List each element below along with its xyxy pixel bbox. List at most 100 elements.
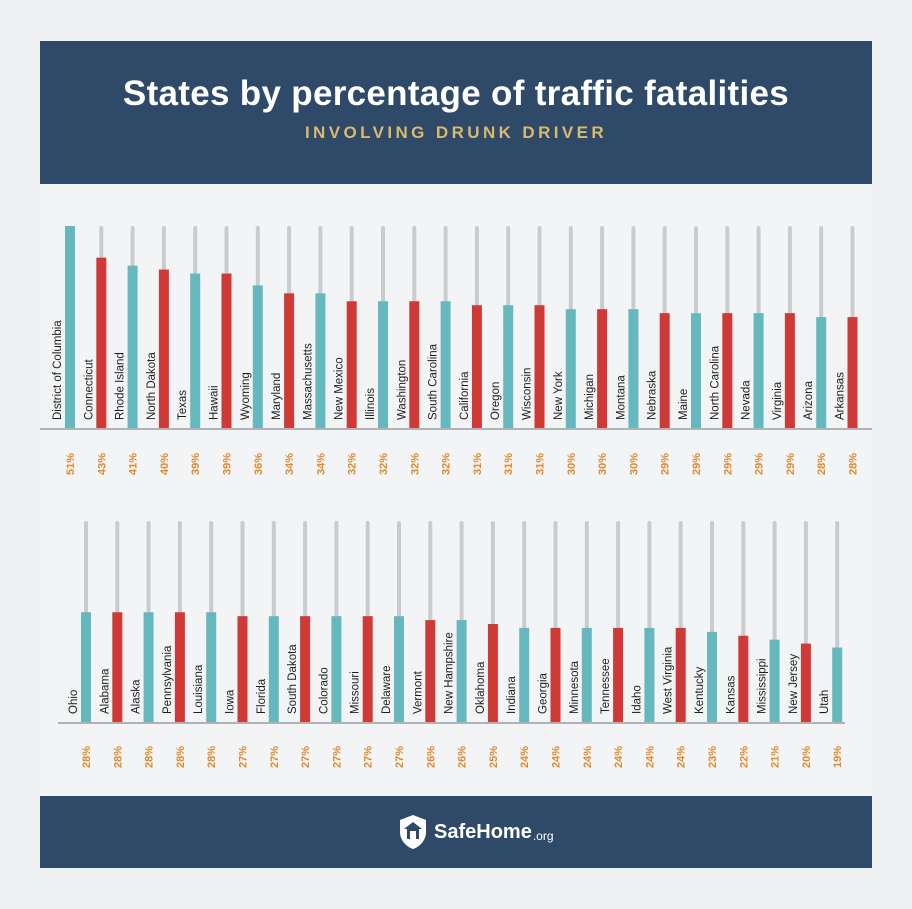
bar <box>753 313 764 428</box>
category-label: Nebraska <box>647 370 659 420</box>
value-label: 24% <box>582 746 594 768</box>
category-label: Rhode Island <box>115 352 127 420</box>
category-label: North Carolina <box>709 345 721 420</box>
value-label: 27% <box>300 746 312 768</box>
value-label: 23% <box>707 746 719 768</box>
category-label: Vermont <box>412 670 424 714</box>
bar <box>378 301 388 428</box>
category-label: District of Columbia <box>52 320 64 420</box>
category-label: Maryland <box>271 373 283 420</box>
bar <box>268 616 279 722</box>
bar <box>769 639 780 722</box>
value-label: 28% <box>112 746 124 768</box>
category-label: Kentucky <box>694 666 706 714</box>
bar <box>252 285 263 428</box>
value-label: 34% <box>315 453 327 475</box>
bar <box>581 627 592 722</box>
bar <box>613 627 624 722</box>
category-label: Wisconsin <box>522 368 534 420</box>
bar <box>534 305 545 428</box>
bar <box>158 269 169 428</box>
bar <box>659 313 670 428</box>
category-label: Missouri <box>350 671 362 714</box>
category-label: New Jersey <box>788 654 800 714</box>
bar <box>847 317 858 428</box>
value-label: 29% <box>722 453 734 475</box>
value-label: 27% <box>269 746 281 768</box>
value-label: 41% <box>128 453 140 475</box>
header-banner: States by percentage of traffic fataliti… <box>40 41 872 184</box>
value-label: 26% <box>425 746 437 768</box>
category-label: Washington <box>396 360 408 420</box>
value-label: 29% <box>691 453 703 475</box>
bar <box>456 620 467 722</box>
bar <box>738 635 749 722</box>
footer-banner: SafeHome .org <box>40 796 872 868</box>
category-label: South Dakota <box>287 644 299 714</box>
category-label: Mississippi <box>757 658 769 714</box>
value-label: 36% <box>253 453 265 475</box>
bar <box>675 627 686 722</box>
value-label: 19% <box>832 746 844 768</box>
category-label: Arkansas <box>835 372 847 420</box>
value-label: 24% <box>551 746 563 768</box>
value-label: 28% <box>848 453 860 475</box>
chart-subtitle: INVOLVING DRUNK DRIVER <box>304 123 608 142</box>
category-label: Pennsylvania <box>162 645 174 714</box>
bar <box>503 305 514 428</box>
value-label: 24% <box>676 746 688 768</box>
value-label: 29% <box>785 453 797 475</box>
category-label: West Virginia <box>663 646 675 714</box>
bar <box>597 309 608 428</box>
value-label: 30% <box>628 453 640 475</box>
value-label: 24% <box>519 746 531 768</box>
bar <box>722 313 733 428</box>
brand-logo[interactable]: SafeHome .org <box>398 813 554 851</box>
category-label: Massachusetts <box>302 343 314 420</box>
value-label: 32% <box>409 453 421 475</box>
value-label: 34% <box>284 453 296 475</box>
value-label: 28% <box>206 746 218 768</box>
category-label: Colorado <box>318 667 330 714</box>
category-label: South Carolina <box>428 343 440 420</box>
bar <box>174 612 185 722</box>
value-label: 21% <box>770 746 782 768</box>
value-label: 40% <box>159 453 171 475</box>
bar <box>409 301 420 428</box>
bar <box>143 612 154 722</box>
value-label: 27% <box>238 746 250 768</box>
category-label: Montana <box>615 375 627 420</box>
bar <box>315 293 326 428</box>
value-label: 25% <box>488 746 500 768</box>
category-label: Arizona <box>803 380 815 420</box>
category-label: Tennessee <box>600 658 612 714</box>
brand-suffix: .org <box>532 828 554 843</box>
value-label: 20% <box>801 746 813 768</box>
value-label: 24% <box>644 746 656 768</box>
value-label: 51% <box>65 453 77 475</box>
category-label: Alaska <box>131 679 143 714</box>
category-label: Virginia <box>772 381 784 420</box>
bar <box>487 624 498 722</box>
category-label: Texas <box>177 390 189 420</box>
bar <box>112 612 123 722</box>
bar <box>707 631 717 722</box>
category-label: Minnesota <box>569 660 581 714</box>
category-label: New York <box>553 371 565 420</box>
bar <box>190 273 201 428</box>
bar <box>628 309 639 428</box>
value-label: 30% <box>566 453 578 475</box>
value-label: 27% <box>363 746 375 768</box>
category-label: Indiana <box>506 676 518 714</box>
value-label: 32% <box>347 453 359 475</box>
category-label: Oregon <box>490 382 502 420</box>
category-label: Idaho <box>631 685 643 714</box>
bar <box>237 616 248 722</box>
value-label: 29% <box>660 453 672 475</box>
bar <box>832 647 843 722</box>
bar <box>284 293 295 428</box>
bar <box>440 301 451 428</box>
bar <box>800 643 811 722</box>
category-label: Kansas <box>725 675 737 714</box>
bar <box>691 313 701 428</box>
